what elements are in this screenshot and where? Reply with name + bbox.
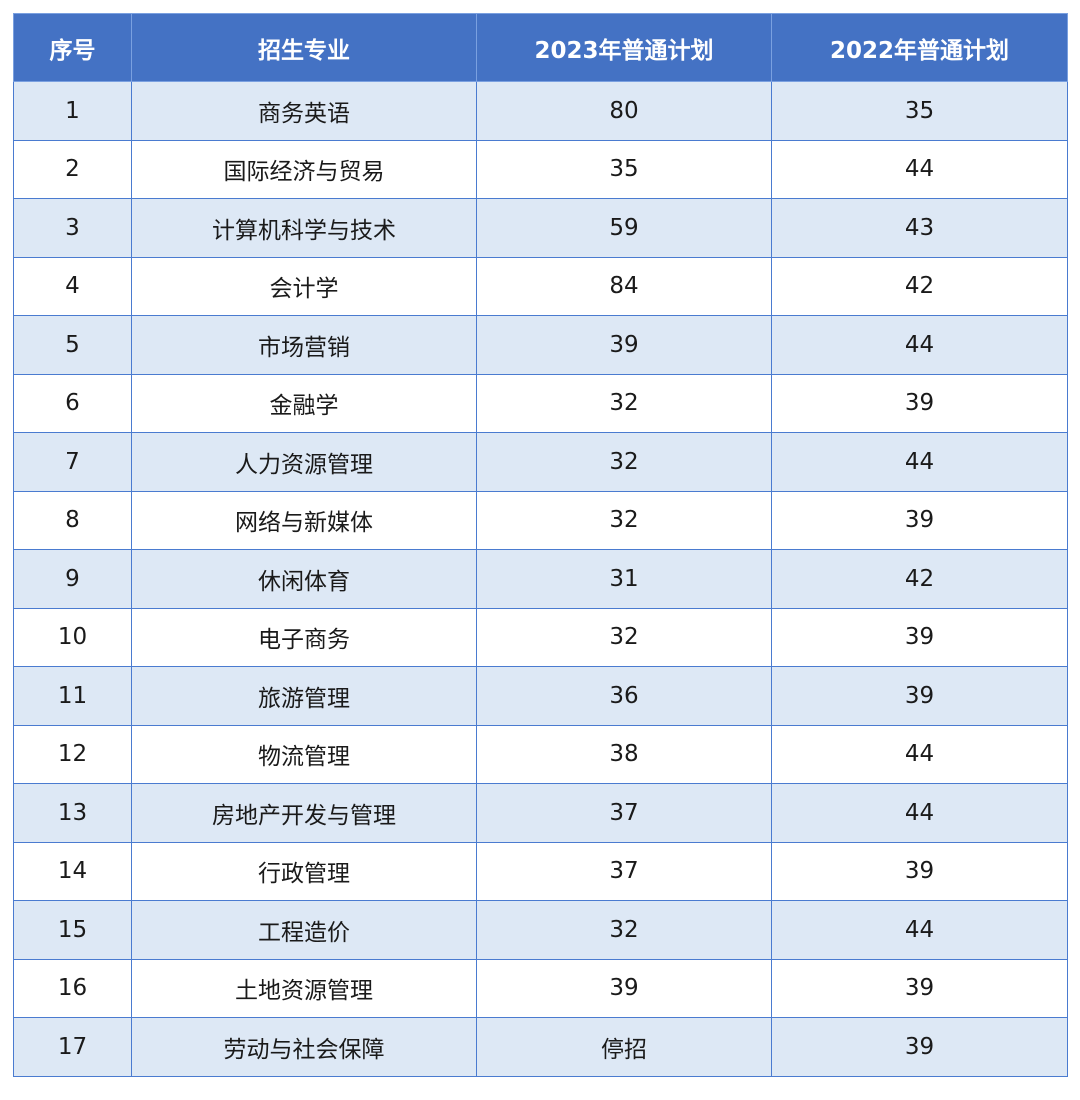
cell-index: 1	[13, 81, 132, 141]
cell-major: 房地产开发与管理	[131, 783, 477, 843]
cell-plan-2022: 39	[771, 490, 1068, 550]
cell-plan-2022: 42	[771, 256, 1068, 316]
table-row: 15 工程造价 32 44	[13, 900, 1068, 960]
table-row: 5 市场营销 39 44	[13, 315, 1068, 375]
cell-plan-2022: 39	[771, 841, 1068, 901]
cell-plan-2022: 44	[771, 432, 1068, 492]
table-row: 14 行政管理 37 39	[13, 841, 1068, 901]
cell-major: 会计学	[131, 256, 477, 316]
cell-plan-2022: 39	[771, 607, 1068, 667]
cell-plan-2023: 80	[476, 81, 772, 141]
header-major: 招生专业	[131, 13, 477, 82]
cell-plan-2022: 44	[771, 900, 1068, 960]
cell-index: 11	[13, 666, 132, 726]
cell-plan-2022: 43	[771, 198, 1068, 258]
table-row: 11 旅游管理 36 39	[13, 666, 1068, 726]
cell-major: 电子商务	[131, 607, 477, 667]
table-row: 4 会计学 84 42	[13, 256, 1068, 316]
enrollment-table-container: 序号 招生专业 2023年普通计划 2022年普通计划 1 商务英语 80 35 2 国际…	[13, 13, 1068, 1077]
cell-index: 5	[13, 315, 132, 375]
cell-plan-2023: 31	[476, 549, 772, 609]
cell-index: 17	[13, 1017, 132, 1077]
table-body: 1 商务英语 80 35 2 国际经济与贸易 35 44 3 计算机科学与技术 59 43 4 会计学 84…	[13, 81, 1068, 1077]
cell-major: 休闲体育	[131, 549, 477, 609]
cell-plan-2023: 32	[476, 490, 772, 550]
cell-major: 土地资源管理	[131, 958, 477, 1018]
cell-index: 2	[13, 139, 132, 199]
cell-major: 网络与新媒体	[131, 490, 477, 550]
cell-index: 4	[13, 256, 132, 316]
header-plan-2022: 2022年普通计划	[771, 13, 1068, 82]
table-header-row: 序号 招生专业 2023年普通计划 2022年普通计划	[13, 13, 1068, 82]
table-row: 17 劳动与社会保障 停招 39	[13, 1017, 1068, 1077]
cell-plan-2023: 59	[476, 198, 772, 258]
cell-index: 12	[13, 724, 132, 784]
table-row: 10 电子商务 32 39	[13, 607, 1068, 667]
table-row: 6 金融学 32 39	[13, 373, 1068, 433]
table-row: 16 土地资源管理 39 39	[13, 958, 1068, 1018]
header-index: 序号	[13, 13, 132, 82]
cell-plan-2023: 37	[476, 841, 772, 901]
header-plan-2023: 2023年普通计划	[476, 13, 772, 82]
cell-plan-2023: 停招	[476, 1017, 772, 1077]
cell-plan-2022: 39	[771, 373, 1068, 433]
cell-major: 市场营销	[131, 315, 477, 375]
table-row: 13 房地产开发与管理 37 44	[13, 783, 1068, 843]
table-row: 8 网络与新媒体 32 39	[13, 490, 1068, 550]
table-row: 2 国际经济与贸易 35 44	[13, 139, 1068, 199]
cell-plan-2023: 39	[476, 958, 772, 1018]
cell-plan-2023: 32	[476, 432, 772, 492]
cell-plan-2023: 84	[476, 256, 772, 316]
cell-index: 15	[13, 900, 132, 960]
cell-major: 国际经济与贸易	[131, 139, 477, 199]
cell-plan-2022: 44	[771, 783, 1068, 843]
cell-major: 行政管理	[131, 841, 477, 901]
cell-plan-2023: 37	[476, 783, 772, 843]
cell-major: 劳动与社会保障	[131, 1017, 477, 1077]
cell-plan-2022: 42	[771, 549, 1068, 609]
table-row: 12 物流管理 38 44	[13, 724, 1068, 784]
cell-major: 计算机科学与技术	[131, 198, 477, 258]
cell-index: 7	[13, 432, 132, 492]
cell-plan-2023: 32	[476, 607, 772, 667]
cell-major: 旅游管理	[131, 666, 477, 726]
cell-plan-2022: 44	[771, 315, 1068, 375]
cell-index: 14	[13, 841, 132, 901]
cell-index: 3	[13, 198, 132, 258]
cell-index: 9	[13, 549, 132, 609]
cell-plan-2023: 39	[476, 315, 772, 375]
cell-major: 工程造价	[131, 900, 477, 960]
cell-index: 6	[13, 373, 132, 433]
enrollment-plan-table: 序号 招生专业 2023年普通计划 2022年普通计划 1 商务英语 80 35 2 国际…	[13, 13, 1068, 1077]
cell-index: 16	[13, 958, 132, 1018]
cell-major: 人力资源管理	[131, 432, 477, 492]
cell-plan-2023: 36	[476, 666, 772, 726]
cell-major: 金融学	[131, 373, 477, 433]
cell-plan-2023: 38	[476, 724, 772, 784]
table-row: 9 休闲体育 31 42	[13, 549, 1068, 609]
cell-plan-2022: 39	[771, 958, 1068, 1018]
cell-plan-2023: 32	[476, 373, 772, 433]
cell-index: 10	[13, 607, 132, 667]
cell-plan-2022: 44	[771, 139, 1068, 199]
table-row: 1 商务英语 80 35	[13, 81, 1068, 141]
cell-plan-2023: 32	[476, 900, 772, 960]
cell-plan-2022: 35	[771, 81, 1068, 141]
cell-major: 物流管理	[131, 724, 477, 784]
cell-plan-2022: 44	[771, 724, 1068, 784]
cell-index: 8	[13, 490, 132, 550]
cell-major: 商务英语	[131, 81, 477, 141]
table-row: 3 计算机科学与技术 59 43	[13, 198, 1068, 258]
cell-plan-2023: 35	[476, 139, 772, 199]
table-row: 7 人力资源管理 32 44	[13, 432, 1068, 492]
cell-index: 13	[13, 783, 132, 843]
cell-plan-2022: 39	[771, 1017, 1068, 1077]
cell-plan-2022: 39	[771, 666, 1068, 726]
